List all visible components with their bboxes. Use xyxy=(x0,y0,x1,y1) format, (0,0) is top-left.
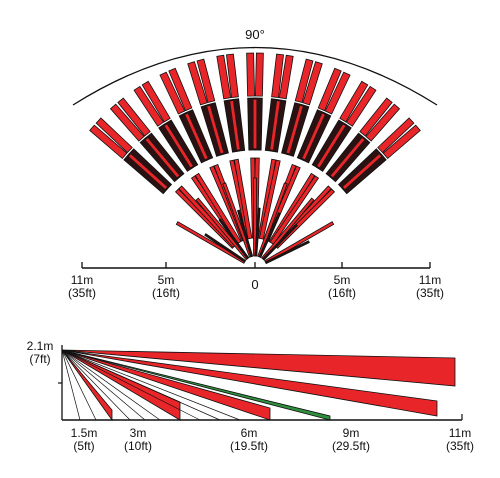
zone-segment xyxy=(382,124,421,160)
top-tick-label: 5m (16ft) xyxy=(151,273,180,300)
zone-segment xyxy=(128,154,168,190)
zone-segment xyxy=(337,148,382,191)
angle-label: 90° xyxy=(245,27,265,42)
zone-segment xyxy=(216,54,232,100)
side-beam-mid xyxy=(61,349,438,417)
zone-segment xyxy=(270,101,280,150)
zone-segment xyxy=(89,124,128,160)
zone-segment xyxy=(254,207,261,257)
detection-zones xyxy=(89,52,421,265)
zone-segment xyxy=(237,209,254,258)
side-beam-accent xyxy=(61,349,331,421)
zone-segment xyxy=(302,61,323,106)
top-view-coverage xyxy=(72,46,438,269)
zone-segment xyxy=(159,71,186,115)
zone-segment xyxy=(325,132,365,179)
zone-segment xyxy=(233,158,253,240)
zone-segment xyxy=(185,113,208,160)
zone-segment xyxy=(254,52,264,97)
zone-segment xyxy=(133,85,165,127)
side-beam-edge xyxy=(61,349,146,421)
zone-segment xyxy=(145,138,180,178)
zone-segment xyxy=(230,101,240,150)
zone-segment xyxy=(258,212,281,258)
zone-segment xyxy=(194,172,242,245)
zone-segment xyxy=(317,124,346,168)
zone-segment xyxy=(246,52,256,97)
side-beams xyxy=(61,349,456,422)
zone-segment xyxy=(286,105,303,154)
zone-segment xyxy=(324,71,351,115)
top-tick-label: 5m (16ft) xyxy=(327,273,356,300)
top-tick-label: 11m (35ft) xyxy=(67,273,96,300)
zone-segment xyxy=(302,113,325,160)
side-beam-short xyxy=(61,349,271,421)
zone-segment xyxy=(377,117,415,154)
zone-segment xyxy=(264,98,279,152)
zone-segment xyxy=(365,103,401,142)
side-beam-edge xyxy=(61,349,221,421)
zone-segment xyxy=(296,109,325,162)
zone-segment xyxy=(345,85,377,127)
zone-segment xyxy=(278,54,294,100)
side-view-coverage xyxy=(58,345,463,422)
zone-segment xyxy=(204,233,247,263)
zone-segment xyxy=(196,58,216,104)
side-beam-edge xyxy=(61,349,81,421)
zone-segment xyxy=(141,80,171,123)
zone-segment xyxy=(258,159,281,240)
zone-segment xyxy=(164,124,193,168)
side-beam-edge xyxy=(61,349,201,421)
zone-segment xyxy=(262,223,298,261)
zone-segment xyxy=(218,218,250,260)
zone-segment xyxy=(187,61,208,106)
side-tick-label: 3m (10ft) xyxy=(123,426,152,453)
zone-segment xyxy=(139,137,181,183)
zone-segment xyxy=(281,102,303,156)
side-tick-label: 9m (29.5ft) xyxy=(331,426,370,453)
zone-segment xyxy=(158,123,194,172)
zone-segment xyxy=(311,119,346,169)
zone-segment xyxy=(253,99,257,149)
zone-segment xyxy=(339,80,369,123)
top-axis-ticks xyxy=(81,262,431,268)
side-beam-near xyxy=(61,349,113,422)
zone-segment xyxy=(225,53,239,99)
zone-segment xyxy=(207,105,224,154)
side-tick-label: 1.5m (5ft) xyxy=(70,426,98,453)
side-beam-long xyxy=(61,349,456,387)
zone-segment xyxy=(200,104,224,157)
side-tick-label: 11m (35ft) xyxy=(445,426,474,453)
zone-segment xyxy=(168,67,193,112)
zone-segment xyxy=(342,154,382,190)
zone-segment xyxy=(178,112,209,164)
side-beam-edge xyxy=(61,349,161,421)
zone-segment xyxy=(109,103,145,142)
zone-segment xyxy=(294,58,314,104)
zone-segment xyxy=(95,117,133,154)
zone-segment xyxy=(269,175,320,245)
zone-segment xyxy=(117,97,151,137)
zone-segment xyxy=(330,138,365,178)
side-beam-edge xyxy=(61,349,241,421)
zone-segment xyxy=(317,67,342,112)
top-tick-label: 11m (35ft) xyxy=(415,273,444,300)
side-beam-edge xyxy=(61,349,97,421)
angle-arc xyxy=(72,46,438,106)
zone-segment xyxy=(123,153,169,195)
height-label: 2.1m (7ft) xyxy=(26,339,54,366)
side-tick-label: 6m (19.5ft) xyxy=(229,426,268,453)
side-beam-edge xyxy=(61,349,131,421)
zone-segment xyxy=(271,53,285,99)
zone-segment xyxy=(264,240,310,265)
origin-label: 0 xyxy=(251,277,259,292)
zone-segment xyxy=(359,97,393,137)
